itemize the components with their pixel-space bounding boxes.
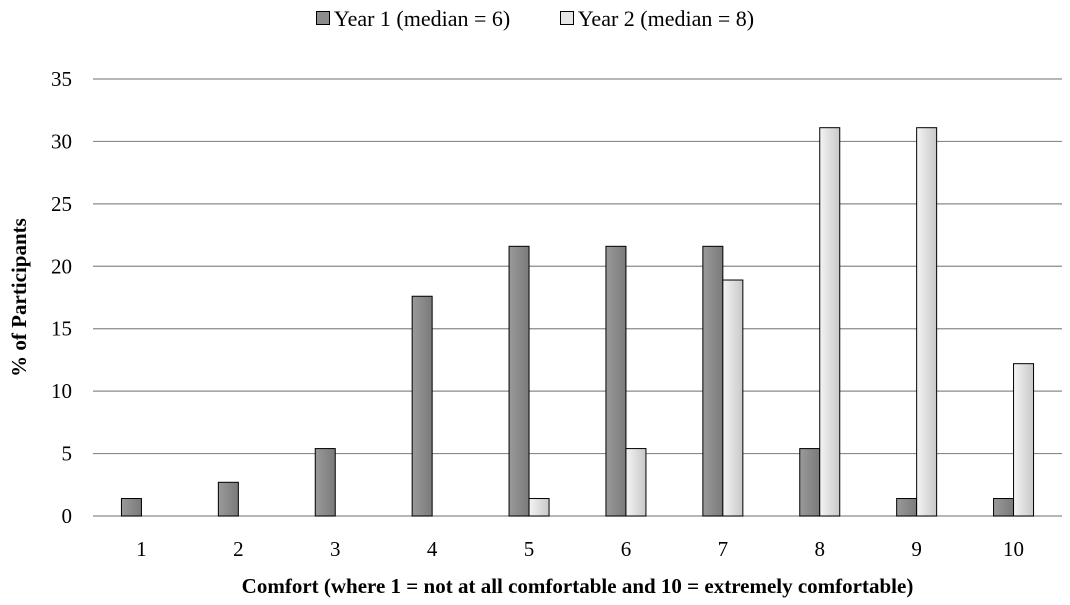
bar-series-2-6 (625, 448, 647, 517)
legend-item-year-2: Year 2 (median = 8) (559, 6, 755, 32)
y-tick-label: 10 (51, 379, 72, 403)
bar-series-2-9 (916, 127, 938, 517)
bar-series-1-7 (702, 245, 724, 517)
x-tick-label: 6 (621, 537, 632, 561)
x-tick-label: 2 (233, 537, 244, 561)
bar-series-1-1 (120, 498, 142, 517)
x-tick-label: 4 (427, 537, 438, 561)
bar-series-2-10 (1013, 363, 1035, 517)
legend-label-year-2: Year 2 (median = 8) (577, 6, 755, 31)
x-tick-label: 7 (718, 537, 729, 561)
bar-series-1-2 (217, 481, 239, 517)
y-axis-title: % of Participants (7, 218, 31, 377)
bar-series-1-3 (314, 448, 336, 517)
bar-series-1-8 (799, 448, 821, 517)
x-tick-label: 10 (1003, 537, 1024, 561)
y-tick-labels: 0 5 10 15 20 25 30 35 (51, 67, 72, 528)
y-tick-label: 20 (51, 254, 72, 278)
x-tick-label: 1 (136, 537, 147, 561)
x-tick-label: 3 (330, 537, 341, 561)
y-tick-label: 25 (51, 192, 72, 216)
legend-label-year-1: Year 1 (median = 6) (333, 6, 511, 31)
bar-series-1-4 (411, 295, 433, 517)
legend: Year 1 (median = 6) Year 2 (median = 8) (0, 6, 1070, 32)
y-tick-label: 35 (51, 67, 72, 91)
y-tick-label: 30 (51, 129, 72, 153)
bars (120, 127, 1035, 517)
bar-series-1-6 (605, 245, 627, 517)
legend-item-year-1: Year 1 (median = 6) (315, 6, 511, 32)
x-tick-label: 9 (911, 537, 922, 561)
x-tick-label: 8 (815, 537, 826, 561)
y-tick-label: 5 (62, 442, 73, 466)
bar-series-2-5 (528, 498, 550, 517)
x-tick-labels: 1 2 3 4 5 6 7 8 9 10 (136, 537, 1024, 561)
y-tick-label: 0 (62, 504, 73, 528)
legend-swatch-year-2 (559, 11, 574, 25)
x-tick-label: 5 (524, 537, 535, 561)
bar-series-1-10 (993, 498, 1015, 517)
x-axis-title: Comfort (where 1 = not at all comfortabl… (242, 574, 914, 598)
bar-series-2-7 (722, 279, 744, 517)
bar-series-1-9 (896, 498, 918, 517)
bar-series-1-5 (508, 245, 530, 517)
bar-series-2-8 (819, 127, 841, 517)
legend-swatch-year-1 (315, 11, 330, 25)
y-tick-label: 15 (51, 317, 72, 341)
